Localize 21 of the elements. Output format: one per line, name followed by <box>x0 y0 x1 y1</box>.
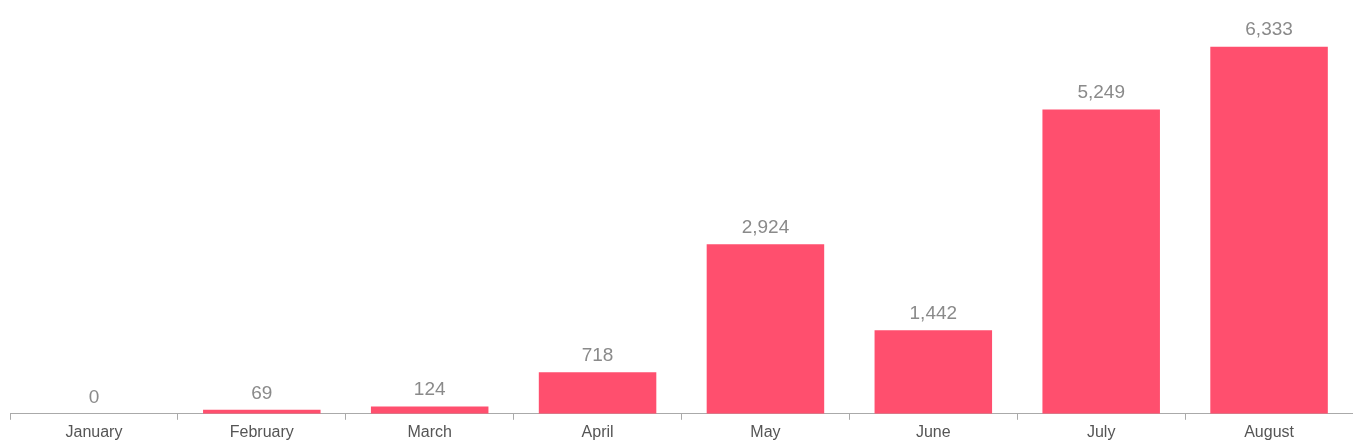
x-tick-label: January <box>65 422 123 440</box>
x-tick-label: May <box>750 422 781 440</box>
x-tick-label: March <box>407 422 452 440</box>
bar <box>1042 109 1160 414</box>
bar <box>706 244 825 414</box>
data-label: 718 <box>581 343 614 365</box>
data-label: 5,249 <box>1077 81 1125 103</box>
data-label: 1,442 <box>909 301 958 323</box>
x-tick-label: June <box>915 422 951 440</box>
data-label: 2,924 <box>741 216 790 238</box>
x-tick-label: April <box>581 422 614 440</box>
bar <box>538 372 657 414</box>
x-tick-label: August <box>1244 422 1295 440</box>
data-label: 0 <box>88 385 100 407</box>
x-tick-label: February <box>229 422 294 440</box>
bar <box>874 330 993 414</box>
data-label: 124 <box>413 378 446 400</box>
bar <box>1210 46 1328 414</box>
data-label: 6,333 <box>1245 18 1293 40</box>
data-label: 69 <box>251 381 273 403</box>
x-tick-label: July <box>1086 422 1116 440</box>
